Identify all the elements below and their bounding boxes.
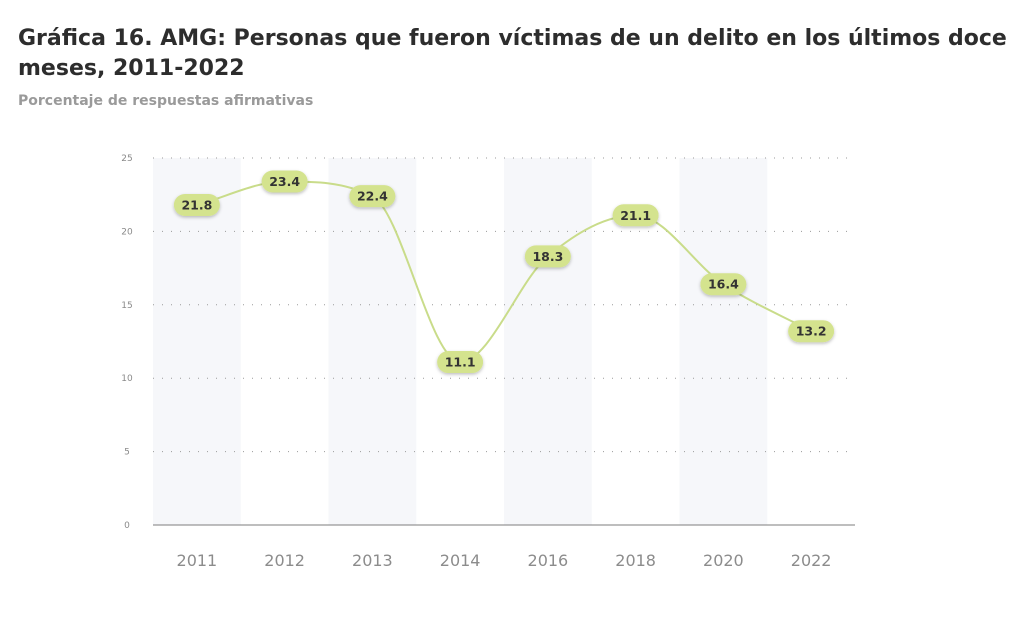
data-labels: 21.8 23.4 22.4 11.1 18.3 21.1 16.4 13.2 [173,170,835,374]
data-label-text: 23.4 [269,174,300,189]
data-label-text: 11.1 [445,355,476,370]
data-label-text: 21.1 [620,208,651,223]
column-band [504,158,592,525]
data-label-text: 13.2 [796,324,827,339]
y-tick-label: 25 [121,154,132,164]
data-point-marker [349,185,396,208]
gridlines [153,157,855,526]
data-label: 21.1 [612,204,659,227]
x-tick-label: 2018 [615,551,656,570]
x-tick-label: 2012 [264,551,305,570]
x-tick-label: 2013 [352,551,393,570]
y-tick-label: 20 [121,227,133,237]
data-label-text: 18.3 [532,249,563,264]
data-point-marker [261,170,308,193]
y-tick-label: 5 [124,448,130,458]
x-tick-label: 2011 [177,551,218,570]
data-point-marker [173,193,220,216]
x-tick-label: 2014 [440,551,481,570]
column-band [679,158,768,525]
x-axis: 2011 2012 2013 2014 2016 2018 2020 2022 [177,551,832,570]
chart-subtitle: Porcentaje de respuestas afirmativas [18,93,314,109]
data-label: 18.3 [524,245,571,268]
data-label-text: 16.4 [708,277,739,292]
data-point-marker [788,320,835,343]
column-band [153,158,241,525]
data-label: 23.4 [261,170,308,193]
y-tick-label: 0 [124,521,130,531]
data-point-marker [612,204,659,227]
data-label-text: 21.8 [181,197,212,212]
data-label: 13.2 [788,320,835,343]
data-point-marker [437,351,484,374]
series-line [196,180,812,364]
x-tick-label: 2022 [791,551,832,570]
x-tick-label: 2016 [528,551,569,570]
column-band [328,158,417,525]
data-label: 11.1 [437,351,484,374]
y-tick-label: 15 [121,301,132,311]
y-tick-label: 10 [121,374,133,384]
x-tick-label: 2020 [703,551,744,570]
data-label: 22.4 [349,185,396,208]
data-point-marker [524,245,571,268]
series-layer [196,180,812,364]
data-point-marker [700,273,747,296]
y-axis: 0 5 10 15 20 25 [121,154,133,531]
chart-title: Gráfica 16. AMG: Personas que fueron víc… [18,26,1007,81]
data-label: 21.8 [173,193,220,216]
data-label: 16.4 [700,273,747,296]
data-label-text: 22.4 [357,189,388,204]
column-bands [153,158,768,525]
